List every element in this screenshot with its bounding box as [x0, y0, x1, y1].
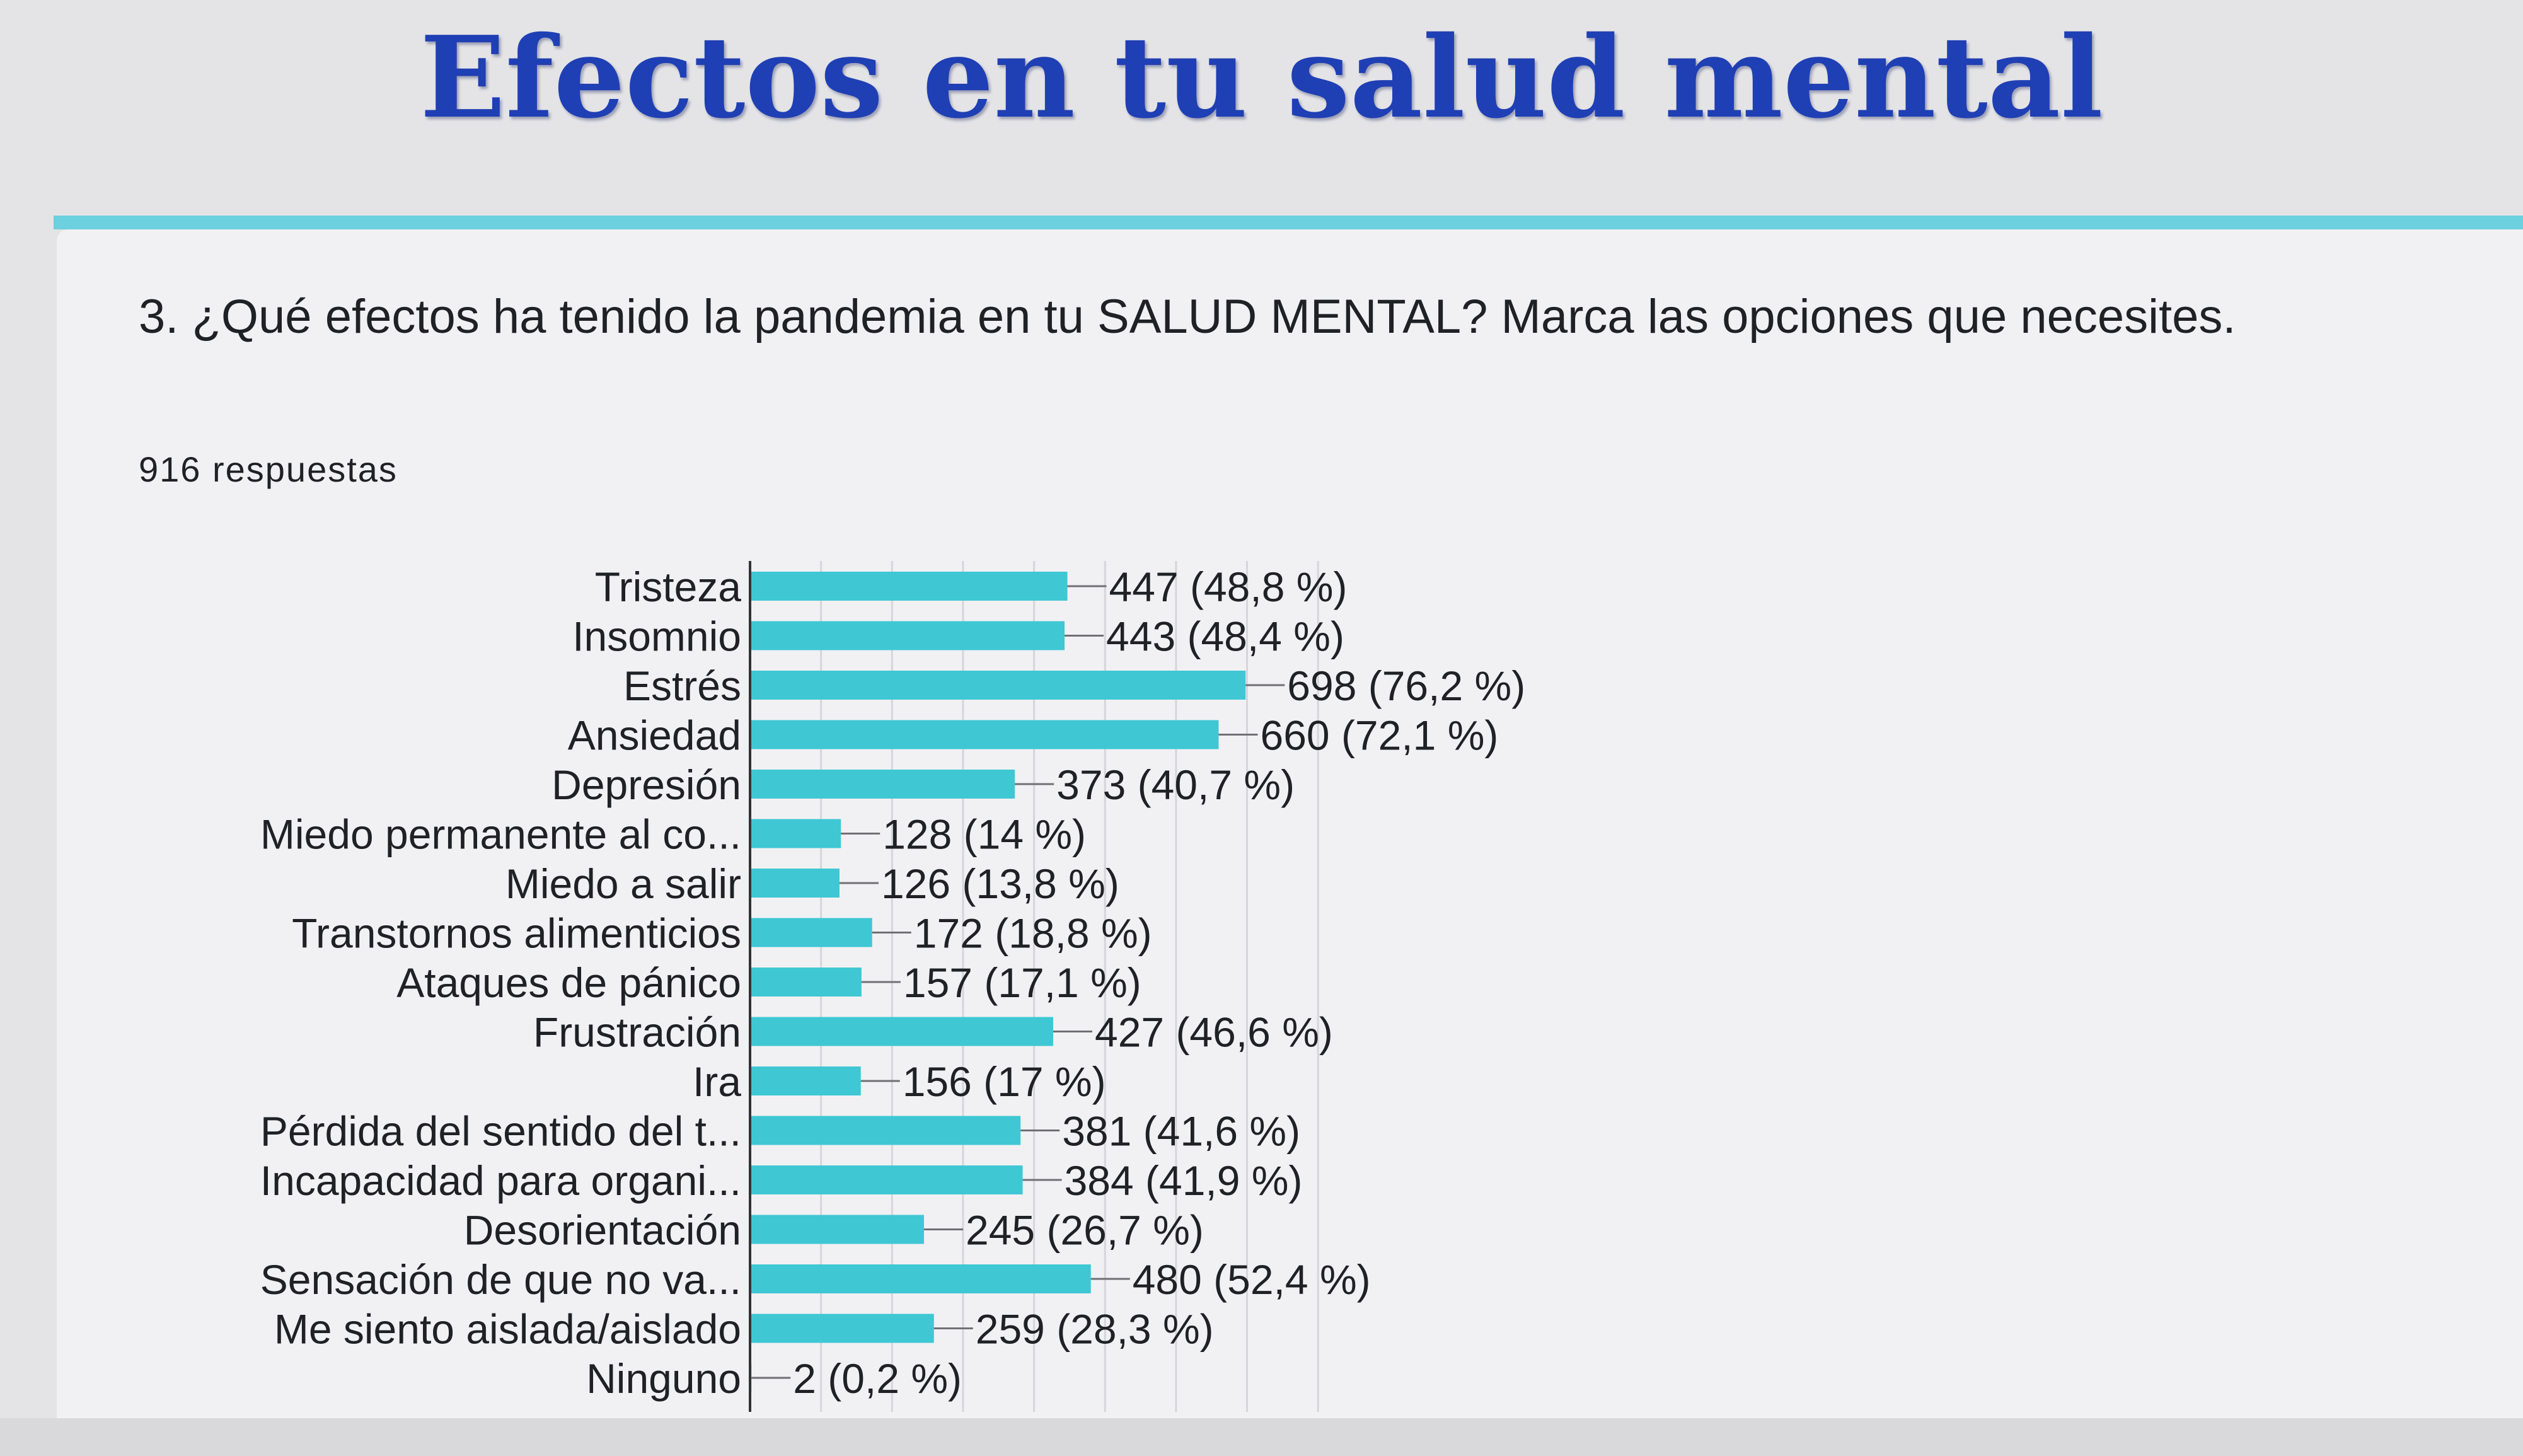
- slide-title: Efectos en tu salud mental: [420, 11, 2103, 143]
- screen-bottom-edge: [0, 1418, 2523, 1456]
- value-label: 660 (72,1 %): [1260, 712, 1498, 759]
- value-label: 157 (17,1 %): [903, 959, 1141, 1006]
- value-label: 373 (40,7 %): [1056, 761, 1295, 808]
- bar: [750, 819, 841, 848]
- chart-bars: [750, 572, 1246, 1392]
- bar: [750, 1116, 1021, 1145]
- value-label: 443 (48,4 %): [1106, 613, 1344, 660]
- bar: [750, 1314, 934, 1343]
- value-label: 156 (17 %): [903, 1058, 1106, 1105]
- value-label: 447 (48,8 %): [1109, 563, 1348, 610]
- category-label: Depresión: [551, 761, 741, 808]
- bar: [750, 572, 1068, 601]
- value-label: 128 (14 %): [882, 811, 1086, 858]
- category-label: Me siento aislada/aislado: [274, 1306, 741, 1353]
- form-summary-card: [57, 229, 2523, 1418]
- category-label: Miedo permanente al co...: [260, 811, 741, 858]
- category-label: Incapacidad para organi...: [260, 1157, 741, 1204]
- response-count: 916 respuestas: [139, 449, 398, 489]
- category-label: Sensación de que no va...: [260, 1256, 741, 1303]
- category-label: Tristeza: [595, 563, 742, 610]
- category-label: Transtornos alimenticios: [292, 910, 741, 957]
- bar: [750, 671, 1246, 700]
- category-label: Ninguno: [586, 1355, 741, 1402]
- value-label: 245 (26,7 %): [966, 1207, 1204, 1254]
- bar: [750, 621, 1065, 650]
- bar: [750, 1165, 1023, 1194]
- bar: [750, 1215, 924, 1244]
- bar: [750, 1264, 1091, 1293]
- chart-label-connectors: [751, 585, 1285, 1379]
- value-label: 126 (13,8 %): [881, 860, 1119, 907]
- category-label: Ansiedad: [568, 712, 741, 759]
- bar: [750, 1066, 861, 1095]
- value-label: 172 (18,8 %): [914, 910, 1152, 957]
- value-label: 259 (28,3 %): [976, 1306, 1214, 1353]
- value-label: 427 (46,6 %): [1095, 1009, 1333, 1056]
- category-label: Frustración: [533, 1009, 741, 1056]
- bar: [750, 720, 1219, 749]
- bar: [750, 968, 862, 997]
- bar: [750, 869, 840, 898]
- value-label: 384 (41,9 %): [1065, 1157, 1303, 1204]
- value-label: 698 (76,2 %): [1287, 662, 1525, 709]
- category-label: Pérdida del sentido del t...: [260, 1108, 741, 1155]
- category-label: Ataques de pánico: [396, 959, 741, 1006]
- value-label: 480 (52,4 %): [1133, 1256, 1371, 1303]
- category-label: Ira: [693, 1058, 741, 1105]
- bar: [750, 918, 872, 947]
- category-label: Desorientación: [464, 1207, 741, 1254]
- category-label: Insomnio: [572, 613, 741, 660]
- category-label: Estrés: [623, 662, 741, 709]
- value-label: 2 (0,2 %): [793, 1355, 962, 1402]
- card-accent-bar: [54, 216, 2523, 229]
- category-label: Miedo a salir: [505, 860, 741, 907]
- bar: [750, 1017, 1054, 1046]
- question-text: 3. ¿Qué efectos ha tenido la pandemia en…: [139, 290, 2236, 344]
- bar: [750, 770, 1015, 799]
- chart-labels: Tristeza 447 (48,8 %) Insomnio 443 (48,4 %)…: [260, 563, 1525, 1402]
- value-label: 381 (41,6 %): [1062, 1108, 1300, 1155]
